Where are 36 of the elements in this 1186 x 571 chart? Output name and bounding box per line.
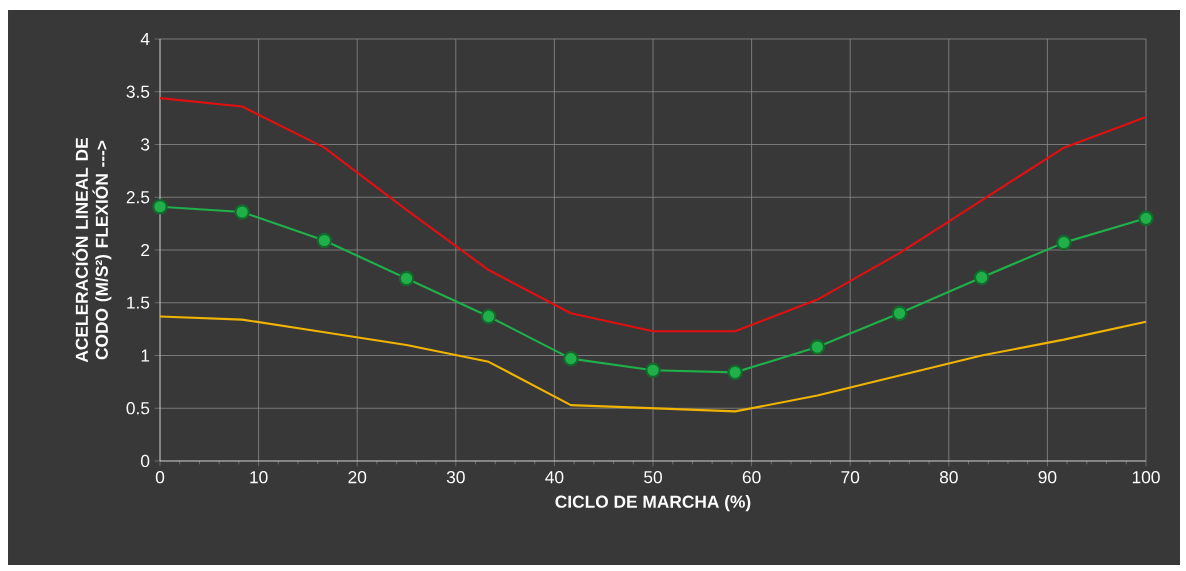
- y-tick-label: 2.5: [126, 191, 150, 204]
- y-tick-label: 3.5: [126, 85, 150, 98]
- point: [973, 269, 990, 286]
- point: [234, 204, 250, 220]
- x-tick-label: 60: [742, 471, 761, 484]
- y-tick-label: 1.5: [127, 296, 150, 309]
- y-axis-title: ACELERACIÓN LINEAL DE CODO (M/S²) FLEXIÓN --->: [72, 138, 112, 363]
- x-tick-label: 90: [1038, 471, 1057, 484]
- point: [891, 305, 908, 322]
- x-tick-label: 30: [446, 471, 465, 484]
- point: [316, 232, 333, 249]
- y-tick-label: 2: [141, 243, 150, 257]
- x-axis-title: CICLO DE MARCHA (%): [555, 495, 751, 512]
- x-tick-label: 80: [939, 471, 958, 484]
- point: [152, 199, 168, 215]
- y-tick-label: 0: [141, 454, 150, 468]
- y-tick-label: 0.5: [126, 402, 150, 415]
- point: [1056, 234, 1072, 251]
- point: [645, 362, 661, 378]
- x-tick-label: 70: [841, 471, 860, 484]
- point: [480, 308, 497, 325]
- point: [727, 364, 743, 381]
- point: [563, 350, 579, 367]
- point: [809, 339, 826, 355]
- x-tick-label: 40: [545, 471, 564, 484]
- y-tick-label: 3: [141, 138, 150, 151]
- x-tick-label: 10: [250, 471, 268, 484]
- point: [1138, 210, 1154, 227]
- x-tick-label: 100: [1132, 471, 1160, 484]
- y-tick-label: 4: [140, 33, 150, 45]
- point: [398, 270, 415, 287]
- y-tick-label: 1: [141, 349, 150, 362]
- line-series: [158, 97, 1148, 333]
- x-tick-label: 20: [348, 471, 367, 484]
- x-tick-label: 50: [644, 471, 662, 484]
- x-tick-label: 0: [155, 471, 165, 484]
